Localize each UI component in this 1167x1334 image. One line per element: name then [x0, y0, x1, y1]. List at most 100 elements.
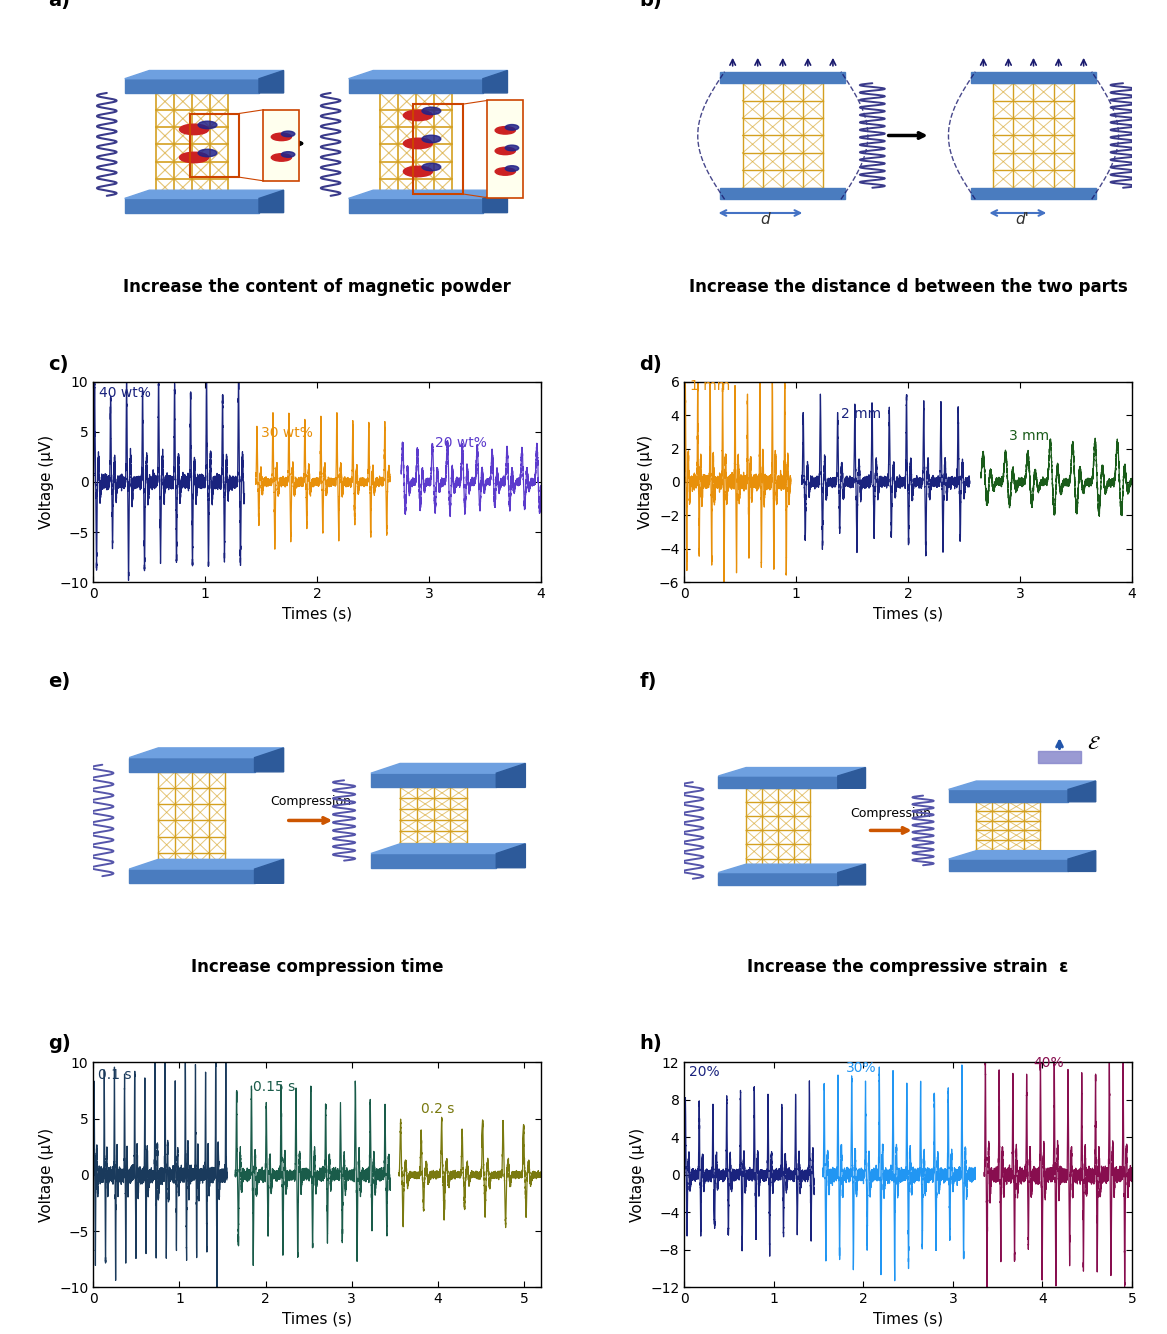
- Polygon shape: [719, 864, 866, 872]
- Polygon shape: [371, 844, 525, 854]
- Bar: [720, 72, 845, 83]
- Polygon shape: [125, 71, 284, 79]
- Polygon shape: [125, 199, 259, 212]
- Ellipse shape: [198, 149, 217, 156]
- Polygon shape: [1068, 851, 1096, 871]
- Text: 20%: 20%: [689, 1066, 719, 1079]
- Text: 40 wt%: 40 wt%: [99, 386, 151, 400]
- Bar: [264, 109, 299, 181]
- Text: Increase the distance d between the two parts: Increase the distance d between the two …: [689, 277, 1127, 296]
- Ellipse shape: [505, 145, 518, 151]
- Text: $\mathcal{E}$: $\mathcal{E}$: [1088, 734, 1100, 752]
- Text: 30%: 30%: [845, 1061, 876, 1075]
- Text: d: d: [760, 212, 770, 227]
- Polygon shape: [349, 191, 508, 199]
- Text: d): d): [640, 355, 663, 374]
- Ellipse shape: [422, 107, 441, 115]
- Text: Increase the content of magnetic powder: Increase the content of magnetic powder: [124, 277, 511, 296]
- Bar: [189, 113, 239, 177]
- Text: h): h): [640, 1034, 663, 1054]
- Ellipse shape: [180, 124, 209, 135]
- X-axis label: Times (s): Times (s): [873, 1311, 943, 1327]
- Polygon shape: [349, 199, 483, 212]
- Polygon shape: [349, 71, 508, 79]
- Polygon shape: [130, 868, 254, 883]
- Polygon shape: [949, 790, 1068, 802]
- Polygon shape: [949, 780, 1096, 790]
- Y-axis label: Voltage (μV): Voltage (μV): [39, 1127, 54, 1222]
- Ellipse shape: [495, 168, 516, 175]
- Ellipse shape: [505, 124, 518, 131]
- Text: 0.15 s: 0.15 s: [252, 1079, 295, 1094]
- Polygon shape: [838, 767, 866, 788]
- Text: f): f): [640, 672, 657, 691]
- Polygon shape: [719, 767, 866, 776]
- Polygon shape: [125, 79, 259, 93]
- Text: Compression: Compression: [851, 807, 931, 820]
- Ellipse shape: [180, 152, 209, 163]
- Ellipse shape: [404, 111, 433, 120]
- Text: e): e): [49, 672, 71, 691]
- Polygon shape: [125, 191, 284, 199]
- Text: c): c): [49, 355, 69, 374]
- Ellipse shape: [495, 127, 516, 135]
- Polygon shape: [371, 774, 496, 787]
- Ellipse shape: [271, 153, 292, 161]
- Polygon shape: [371, 854, 496, 867]
- Polygon shape: [259, 71, 284, 93]
- Polygon shape: [483, 71, 508, 93]
- Ellipse shape: [271, 133, 292, 140]
- Y-axis label: Voltage (μV): Voltage (μV): [638, 435, 654, 530]
- Ellipse shape: [198, 121, 217, 128]
- Text: g): g): [49, 1034, 71, 1054]
- Polygon shape: [483, 191, 508, 212]
- Text: Compression: Compression: [270, 795, 351, 808]
- Bar: [971, 188, 1096, 199]
- Text: b): b): [640, 0, 663, 11]
- Text: 0.1 s: 0.1 s: [98, 1069, 131, 1082]
- Polygon shape: [719, 776, 838, 788]
- Polygon shape: [371, 763, 525, 774]
- Ellipse shape: [404, 167, 433, 176]
- Bar: [1039, 751, 1081, 763]
- Y-axis label: Voltage (μV): Voltage (μV): [39, 435, 54, 530]
- Polygon shape: [349, 79, 483, 93]
- Text: 30 wt%: 30 wt%: [261, 426, 313, 440]
- Polygon shape: [254, 859, 284, 883]
- Bar: [413, 104, 462, 193]
- Ellipse shape: [404, 139, 433, 148]
- Polygon shape: [949, 859, 1068, 871]
- Y-axis label: Voltage (μV): Voltage (μV): [630, 1127, 644, 1222]
- Polygon shape: [130, 758, 254, 772]
- Text: Increase compression time: Increase compression time: [191, 959, 443, 976]
- Polygon shape: [496, 763, 525, 787]
- Text: 20 wt%: 20 wt%: [435, 436, 487, 450]
- Text: 0.2 s: 0.2 s: [420, 1102, 454, 1117]
- Bar: [488, 100, 523, 197]
- X-axis label: Times (s): Times (s): [282, 607, 352, 622]
- Ellipse shape: [281, 152, 295, 157]
- Text: 3 mm: 3 mm: [1009, 430, 1049, 443]
- Text: a): a): [49, 0, 70, 11]
- Polygon shape: [254, 748, 284, 772]
- Text: Increase the compressive strain  ε: Increase the compressive strain ε: [747, 959, 1069, 976]
- Text: 40%: 40%: [1034, 1057, 1064, 1070]
- X-axis label: Times (s): Times (s): [873, 607, 943, 622]
- Polygon shape: [130, 748, 284, 758]
- Ellipse shape: [422, 135, 441, 143]
- Ellipse shape: [505, 165, 518, 171]
- Polygon shape: [838, 864, 866, 884]
- Polygon shape: [496, 844, 525, 867]
- Polygon shape: [949, 851, 1096, 859]
- X-axis label: Times (s): Times (s): [282, 1311, 352, 1327]
- Text: d': d': [1015, 212, 1029, 227]
- Polygon shape: [1068, 780, 1096, 802]
- Polygon shape: [259, 191, 284, 212]
- Bar: [720, 188, 845, 199]
- Polygon shape: [130, 859, 284, 868]
- Polygon shape: [719, 872, 838, 884]
- Ellipse shape: [495, 147, 516, 155]
- Text: 2 mm: 2 mm: [841, 407, 881, 422]
- Ellipse shape: [422, 163, 441, 171]
- Bar: [971, 72, 1096, 83]
